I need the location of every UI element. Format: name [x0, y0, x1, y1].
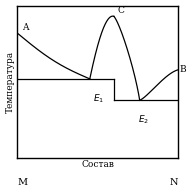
Text: C: C: [117, 6, 124, 15]
Text: $E_1$: $E_1$: [93, 93, 104, 105]
Text: A: A: [22, 23, 29, 32]
Y-axis label: Температура: Температура: [6, 51, 15, 113]
Text: B: B: [180, 65, 187, 74]
X-axis label: Состав: Состав: [81, 160, 114, 169]
Text: $E_2$: $E_2$: [138, 114, 149, 127]
Text: N: N: [170, 178, 178, 187]
Text: M: M: [17, 178, 27, 187]
